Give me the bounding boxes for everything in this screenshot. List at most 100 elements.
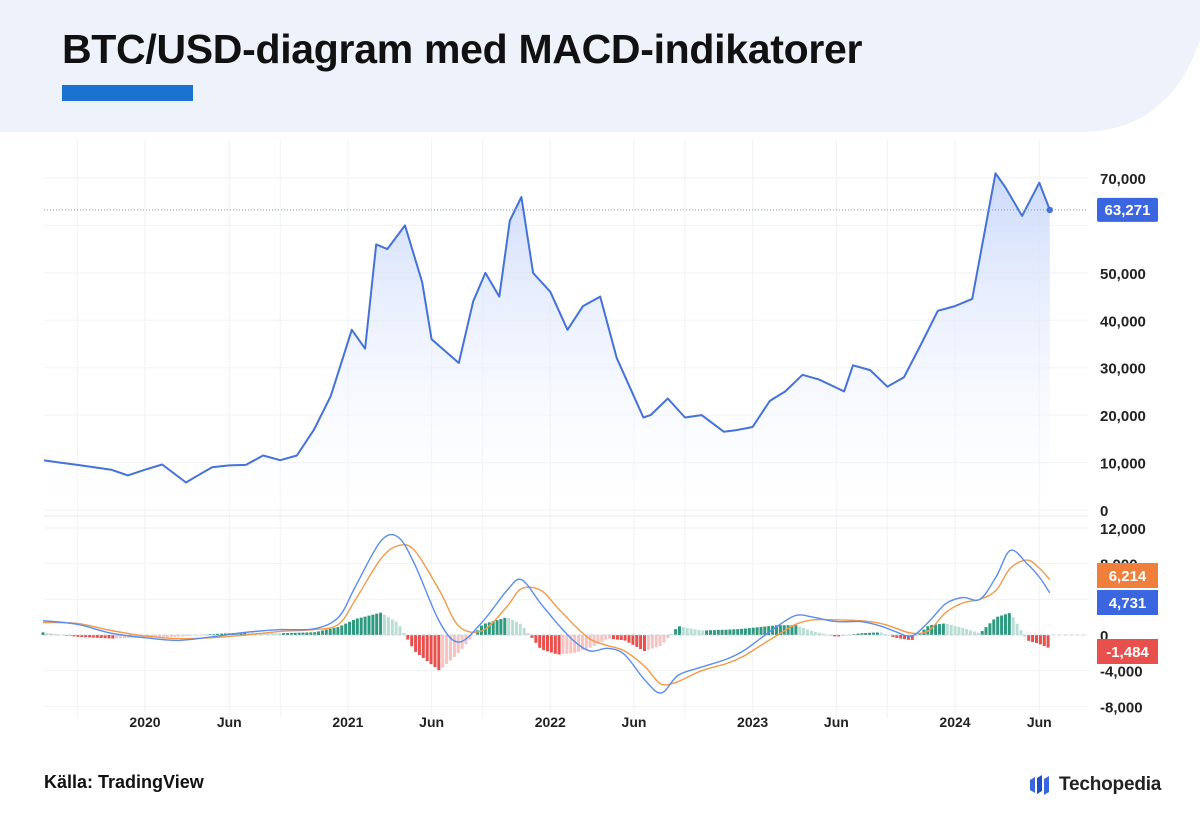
histogram-bar — [934, 624, 938, 635]
histogram-bar — [580, 635, 584, 651]
histogram-bar — [775, 625, 778, 635]
histogram-bar — [957, 626, 961, 635]
histogram-bar — [119, 635, 123, 639]
price-y-tick-label: 30,000 — [1100, 361, 1146, 378]
histogram-bar — [670, 633, 674, 635]
histogram-bar — [549, 635, 553, 653]
histogram-bar — [724, 629, 728, 635]
histogram-bar — [557, 635, 561, 655]
histogram-bar — [383, 614, 386, 635]
signal-value-badge-bg — [1097, 563, 1158, 588]
histogram-bar — [860, 633, 864, 635]
price-area — [44, 173, 1050, 510]
histogram-bar — [903, 635, 906, 640]
histogram-bar — [561, 635, 565, 655]
histogram-bar — [728, 629, 732, 635]
page-title: BTC/USD-diagram med MACD-indikatorer — [62, 26, 863, 72]
histogram-bar — [674, 629, 678, 635]
histogram-bar — [243, 632, 247, 635]
histogram-bar — [596, 635, 600, 644]
brand: Techopedia — [1028, 774, 1161, 796]
histogram-bar — [1046, 635, 1050, 648]
x-tick-label: Jun — [217, 714, 242, 730]
histogram-bar — [449, 635, 452, 661]
histogram-bar — [899, 635, 903, 639]
histogram-bar — [425, 635, 429, 662]
histogram-bar — [879, 632, 883, 635]
x-tick-label: 2022 — [535, 714, 566, 730]
histogram-bar — [441, 635, 445, 668]
price-y-tick-label: 70,000 — [1100, 171, 1146, 188]
histogram-bar — [355, 618, 359, 635]
histogram-bar — [220, 633, 223, 635]
histogram-bar — [181, 635, 185, 637]
btc-macd-chart: 70,000 50,000 40,000 30,000 20,000 10,000 0 63,… — [41, 140, 1158, 730]
histogram-bar — [1042, 635, 1046, 646]
histogram-bar — [88, 635, 92, 638]
histogram-bar — [138, 635, 142, 638]
histogram-bar — [297, 632, 301, 635]
histogram-bar — [433, 635, 437, 668]
histogram-bar — [437, 635, 441, 671]
histogram-bar — [317, 631, 320, 635]
price-line — [44, 172, 1051, 484]
histogram-bar — [324, 629, 328, 635]
histogram-bar — [751, 627, 755, 635]
histogram-bar — [45, 632, 49, 635]
last-price-badge: 63,271 — [1097, 197, 1158, 222]
histogram-bar — [367, 615, 371, 635]
source-label: Källa: TradingView — [44, 772, 204, 792]
histogram-bar — [705, 630, 709, 635]
histogram-bar — [123, 635, 126, 639]
histogram-bar — [872, 632, 875, 635]
histogram-bar — [507, 618, 511, 635]
price-y-tick-label: 40,000 — [1100, 313, 1146, 330]
histogram-bar — [650, 635, 654, 649]
histogram-bar — [161, 635, 165, 638]
histogram-bar — [386, 617, 390, 635]
histogram-bar — [534, 635, 538, 643]
histogram-bar — [452, 635, 456, 657]
histogram-bar — [115, 635, 119, 639]
histogram-bar — [371, 614, 375, 635]
histogram-bar — [992, 619, 996, 635]
histogram-bar — [736, 629, 740, 635]
histogram-bar — [949, 624, 953, 635]
x-tick-label: Jun — [824, 714, 849, 730]
histogram-bar — [1031, 635, 1035, 642]
histogram-bar — [678, 626, 681, 635]
histogram-bar — [1015, 623, 1019, 635]
histogram-bar — [359, 617, 363, 635]
histogram-bar — [417, 635, 421, 655]
histogram-bar — [332, 627, 336, 635]
histogram-bar — [542, 635, 546, 651]
histogram-bar — [720, 629, 724, 635]
price-y-tick-label: 20,000 — [1100, 408, 1146, 425]
histogram-bar — [274, 633, 278, 635]
histogram-bar — [1038, 635, 1042, 645]
histogram-bar — [95, 635, 99, 638]
histogram-bar — [681, 627, 685, 635]
histogram-bar — [363, 616, 367, 635]
histogram-bar — [635, 635, 639, 647]
histogram-bar — [584, 635, 588, 649]
histogram-bar — [767, 626, 771, 635]
histogram-bar — [763, 626, 767, 635]
histogram-bar — [91, 635, 95, 638]
histogram-bar — [398, 626, 402, 635]
histogram-bar — [639, 635, 643, 649]
histogram-bar — [394, 621, 398, 635]
histogram-bar — [569, 635, 573, 654]
histogram-bar — [798, 626, 802, 635]
histogram-bar — [1019, 630, 1023, 635]
histogram-bar — [833, 635, 837, 637]
histogram-bar — [918, 633, 922, 635]
price-y-tick-label: 10,000 — [1100, 456, 1146, 473]
histogram-bar — [84, 635, 88, 638]
histogram-bar — [794, 625, 798, 635]
histogram-bar — [216, 633, 220, 635]
histogram-bar — [301, 632, 305, 635]
signal-value-badge-text: 6,214 — [1109, 568, 1147, 585]
histogram-bar — [262, 632, 266, 635]
histogram-bar — [111, 635, 115, 639]
